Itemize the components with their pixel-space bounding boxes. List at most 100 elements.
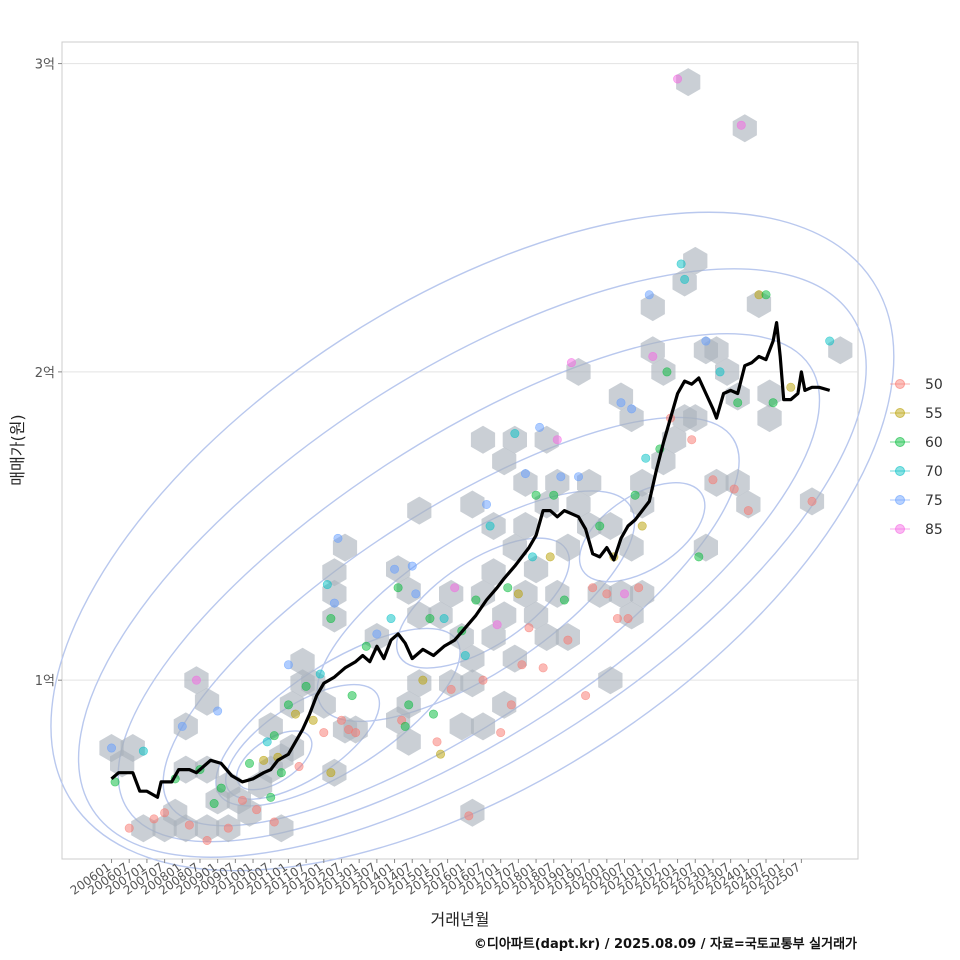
data-point-75 xyxy=(701,336,711,346)
data-point-60 xyxy=(425,614,435,624)
data-point-70 xyxy=(386,614,396,624)
hexbin xyxy=(513,468,538,497)
hexbin xyxy=(828,336,853,365)
legend-label: 75 xyxy=(925,493,943,509)
hexbin xyxy=(110,749,135,778)
data-point-60 xyxy=(733,398,743,408)
data-point-50 xyxy=(184,820,194,830)
hexbin xyxy=(534,623,559,651)
data-point-50 xyxy=(223,823,233,833)
data-point-50 xyxy=(538,663,548,673)
hexbin xyxy=(439,669,464,698)
data-point-55 xyxy=(545,552,555,562)
data-point-75 xyxy=(329,598,339,608)
data-point-60 xyxy=(269,731,279,741)
data-point-55 xyxy=(308,715,318,725)
hexbin xyxy=(460,798,485,827)
hexbin xyxy=(566,490,591,519)
data-point-70 xyxy=(485,521,495,531)
data-point-50 xyxy=(149,814,159,824)
data-point-60 xyxy=(245,758,255,768)
data-point-50 xyxy=(269,817,279,827)
hexbin xyxy=(555,533,580,562)
legend-label: 55 xyxy=(925,406,943,422)
hexbin xyxy=(577,512,602,540)
data-point-75 xyxy=(390,564,400,574)
data-point-75 xyxy=(644,290,654,300)
density-contour xyxy=(77,268,867,858)
data-point-85 xyxy=(566,358,576,368)
hexbin xyxy=(194,814,220,843)
hexbin xyxy=(481,558,506,587)
data-point-60 xyxy=(283,700,293,710)
data-point-75 xyxy=(407,561,417,571)
hexbin xyxy=(630,468,655,497)
data-point-70 xyxy=(315,669,325,679)
data-point-60 xyxy=(266,792,276,802)
hexbin xyxy=(619,404,644,433)
data-point-50 xyxy=(506,700,516,710)
y-tick-label: 1억 xyxy=(35,674,55,689)
hexbin xyxy=(513,579,538,608)
data-point-75 xyxy=(482,499,492,509)
data-point-50 xyxy=(517,660,527,670)
data-point-75 xyxy=(574,472,584,482)
data-point-50 xyxy=(588,583,598,593)
data-point-75 xyxy=(411,589,421,599)
data-point-50 xyxy=(160,808,170,818)
data-point-85 xyxy=(492,620,502,630)
hexbin xyxy=(502,533,527,562)
data-point-60 xyxy=(400,721,410,731)
hexbin xyxy=(757,404,782,433)
data-point-60 xyxy=(347,691,357,701)
legend-label: 85 xyxy=(925,522,943,538)
data-point-50 xyxy=(432,737,442,747)
data-point-50 xyxy=(464,811,474,821)
hexbin xyxy=(523,555,549,584)
hexbin xyxy=(732,114,757,143)
density-contour xyxy=(578,482,706,583)
hexbin xyxy=(449,623,474,651)
hexbin xyxy=(598,512,623,540)
data-point-70 xyxy=(322,580,332,590)
data-point-60 xyxy=(761,290,771,300)
data-point-60 xyxy=(662,367,672,377)
legend-label: 70 xyxy=(925,464,943,480)
data-point-85 xyxy=(552,435,562,445)
data-point-50 xyxy=(687,435,697,445)
hexbin xyxy=(704,468,729,497)
y-axis-title: 매매가(원) xyxy=(8,414,27,485)
legend-key-dot xyxy=(895,495,905,505)
data-point-55 xyxy=(290,709,300,719)
data-point-50 xyxy=(294,762,304,772)
data-point-75 xyxy=(556,472,566,482)
hexbin xyxy=(676,68,701,97)
data-point-70 xyxy=(439,614,449,624)
hexbin xyxy=(715,357,740,386)
hexbin xyxy=(290,647,315,676)
data-point-60 xyxy=(404,700,414,710)
legend-label: 50 xyxy=(925,377,943,393)
hexbin xyxy=(428,601,453,630)
data-point-50 xyxy=(634,583,644,593)
hexbin xyxy=(704,336,729,365)
data-point-50 xyxy=(237,795,247,805)
data-point-50 xyxy=(446,684,456,694)
legend-label: 60 xyxy=(925,435,943,451)
data-point-85 xyxy=(648,351,658,361)
data-point-85 xyxy=(620,589,630,599)
data-point-55 xyxy=(786,382,796,392)
data-point-85 xyxy=(736,120,746,130)
hexbin xyxy=(407,601,432,630)
data-point-60 xyxy=(549,490,559,500)
hexbin xyxy=(481,623,506,651)
hexbin xyxy=(407,496,432,525)
hexbin xyxy=(311,690,336,719)
data-point-70 xyxy=(138,746,148,756)
data-point-70 xyxy=(528,552,538,562)
data-point-50 xyxy=(319,728,329,738)
hexbin xyxy=(661,425,687,454)
data-point-85 xyxy=(191,675,201,685)
density-contour xyxy=(117,333,821,843)
data-point-60 xyxy=(471,595,481,605)
